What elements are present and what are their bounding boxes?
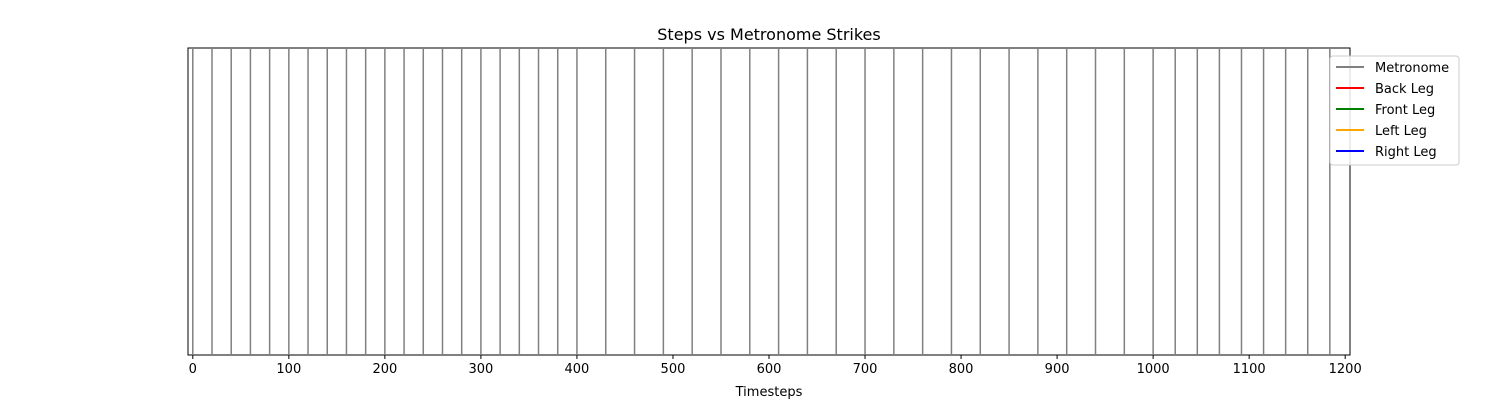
x-tick-label-6: 600 xyxy=(757,362,782,377)
x-tick-label-3: 300 xyxy=(468,362,493,377)
x-tick-label-2: 200 xyxy=(372,362,397,377)
legend-label-1: Back Leg xyxy=(1375,82,1434,97)
legend: Metronome Back Leg Front Leg Left Leg Right … xyxy=(1329,55,1460,166)
x-tick-label-0: 0 xyxy=(189,362,197,377)
x-tick-label-8: 800 xyxy=(949,362,974,377)
x-tick-label-7: 700 xyxy=(853,362,878,377)
plot-area xyxy=(187,47,1351,356)
x-tick-label-1: 100 xyxy=(276,362,301,377)
x-tick-label-10: 1000 xyxy=(1137,362,1170,377)
x-tick-label-12: 1200 xyxy=(1329,362,1362,377)
x-tick-label-11: 1100 xyxy=(1233,362,1266,377)
legend-label-2: Front Leg xyxy=(1375,103,1435,118)
plot-frame xyxy=(187,47,1351,356)
legend-label-4: Right Leg xyxy=(1375,145,1437,160)
x-tick-label-4: 400 xyxy=(565,362,590,377)
chart-title: Steps vs Metronome Strikes xyxy=(657,25,880,44)
x-tick-label-9: 900 xyxy=(1045,362,1070,377)
x-axis-label: Timesteps xyxy=(735,385,803,400)
x-axis: 0 100 200 300 400 500 600 700 800 900 1000 1100 1200 xyxy=(189,355,1362,377)
x-tick-label-5: 500 xyxy=(661,362,686,377)
legend-label-3: Left Leg xyxy=(1375,124,1427,139)
legend-frame xyxy=(1329,55,1460,166)
legend-label-0: Metronome xyxy=(1375,61,1449,76)
